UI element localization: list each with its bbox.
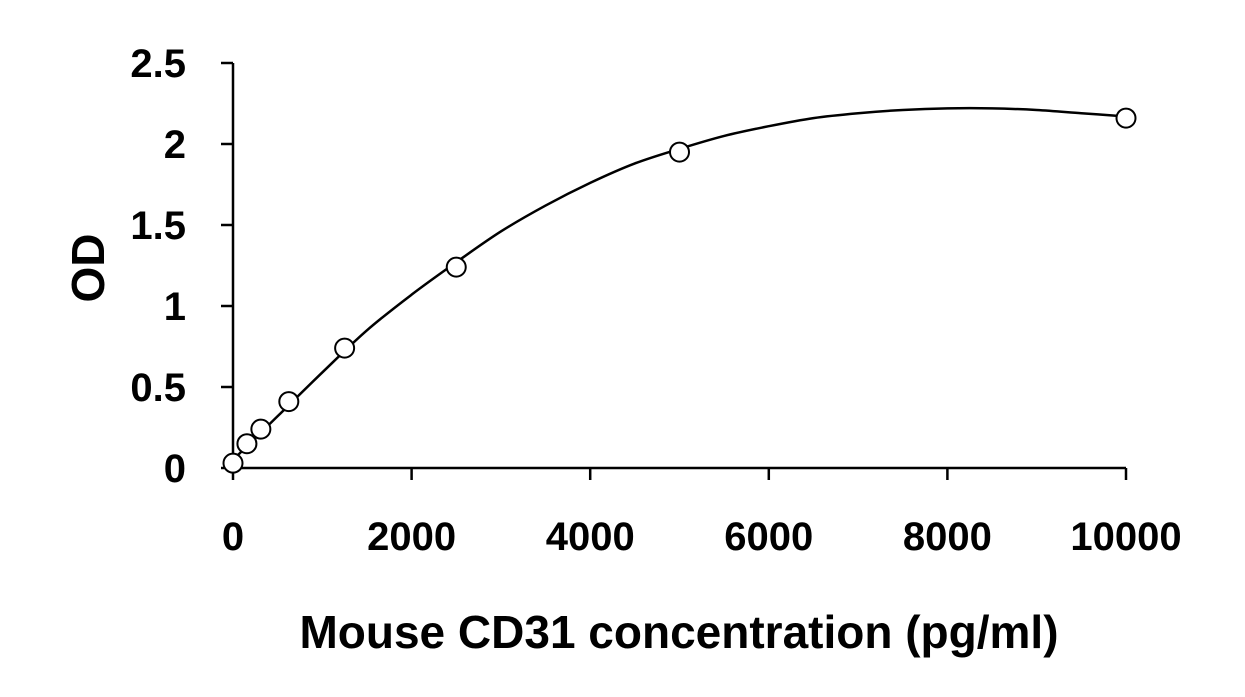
x-tick-label: 6000 [724,515,813,559]
x-tick-label: 10000 [1070,515,1181,559]
data-points [222,107,1137,474]
y-tick-label: 0.5 [130,366,186,410]
y-tick-label: 0 [164,447,186,491]
x-tick-label: 2000 [367,515,456,559]
y-tick-label: 2 [164,123,186,167]
x-tick-label: 0 [222,515,244,559]
data-point [250,418,272,440]
y-ticks: 0 0.5 1 1.5 2 2.5 [130,42,233,491]
data-point [445,256,467,278]
data-point [334,337,356,359]
x-ticks: 0 2000 4000 6000 8000 10000 [222,468,1182,559]
x-tick-label: 4000 [546,515,635,559]
data-point [278,391,300,413]
data-point [236,433,258,455]
x-axis-title: Mouse CD31 concentration (pg/ml) [299,606,1058,658]
data-point [1115,107,1137,129]
y-tick-label: 1 [164,285,186,329]
y-tick-label: 1.5 [130,204,186,248]
y-tick-label: 2.5 [130,42,186,86]
plot-area: 0 0.5 1 1.5 2 2.5 0 2000 4000 6000 8000 10000 [130,42,1181,559]
x-tick-label: 8000 [903,515,992,559]
y-axis-title: OD [62,234,114,303]
data-point [222,452,244,474]
data-point [669,141,690,163]
